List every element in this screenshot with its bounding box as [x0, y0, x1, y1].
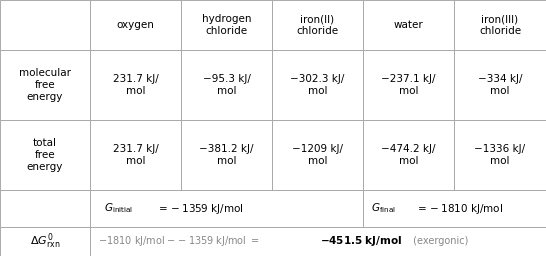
Text: −381.2 kJ/
mol: −381.2 kJ/ mol [199, 144, 254, 166]
Text: iron(II)
chloride: iron(II) chloride [296, 14, 339, 36]
Text: iron(III)
chloride: iron(III) chloride [479, 14, 521, 36]
Bar [272, 0, 363, 50]
Bar [272, 120, 363, 190]
Bar [0, 120, 90, 190]
Bar [181, 50, 272, 120]
Text: 231.7 kJ/
mol: 231.7 kJ/ mol [112, 74, 158, 96]
Text: molecular
free
energy: molecular free energy [19, 68, 71, 102]
Text: $= -1810\ \mathrm{kJ/mol}$: $= -1810\ \mathrm{kJ/mol}$ [415, 201, 503, 216]
Bar [272, 50, 363, 120]
Bar [90, 0, 181, 50]
Bar [90, 120, 181, 190]
Text: water: water [394, 20, 423, 30]
Text: $\mathbf{-451.5\ kJ/mol}$: $\mathbf{-451.5\ kJ/mol}$ [320, 234, 402, 249]
Text: −1336 kJ/
mol: −1336 kJ/ mol [474, 144, 526, 166]
Bar [90, 227, 546, 256]
Bar [363, 120, 454, 190]
Text: hydrogen
chloride: hydrogen chloride [202, 14, 251, 36]
Text: $G_{\mathrm{final}}$: $G_{\mathrm{final}}$ [371, 202, 396, 215]
Bar [0, 50, 90, 120]
Bar [363, 190, 546, 227]
Text: −237.1 kJ/
mol: −237.1 kJ/ mol [381, 74, 436, 96]
Text: total
free
energy: total free energy [27, 138, 63, 172]
Text: $= -1359\ \mathrm{kJ/mol}$: $= -1359\ \mathrm{kJ/mol}$ [156, 201, 244, 216]
Text: −1209 kJ/
mol: −1209 kJ/ mol [292, 144, 343, 166]
Bar [454, 50, 546, 120]
Bar [181, 0, 272, 50]
Bar [0, 0, 90, 50]
Bar [90, 50, 181, 120]
Bar [363, 50, 454, 120]
Bar [454, 0, 546, 50]
Text: oxygen: oxygen [116, 20, 155, 30]
Text: −302.3 kJ/
mol: −302.3 kJ/ mol [290, 74, 345, 96]
Text: −334 kJ/
mol: −334 kJ/ mol [478, 74, 523, 96]
Bar [0, 190, 90, 227]
Text: $\Delta G^0_{\mathrm{rxn}}$: $\Delta G^0_{\mathrm{rxn}}$ [30, 232, 60, 251]
Bar [181, 120, 272, 190]
Bar [0, 227, 90, 256]
Text: −474.2 kJ/
mol: −474.2 kJ/ mol [381, 144, 436, 166]
Bar [363, 0, 454, 50]
Bar [90, 190, 363, 227]
Text: 231.7 kJ/
mol: 231.7 kJ/ mol [112, 144, 158, 166]
Text: −95.3 kJ/
mol: −95.3 kJ/ mol [203, 74, 251, 96]
Text: $-1810\ \mathrm{kJ/mol} - -1359\ \mathrm{kJ/mol}\ =$: $-1810\ \mathrm{kJ/mol} - -1359\ \mathrm… [98, 234, 260, 249]
Bar [454, 120, 546, 190]
Text: (exergonic): (exergonic) [410, 237, 468, 247]
Text: $G_{\mathrm{initial}}$: $G_{\mathrm{initial}}$ [104, 202, 133, 215]
